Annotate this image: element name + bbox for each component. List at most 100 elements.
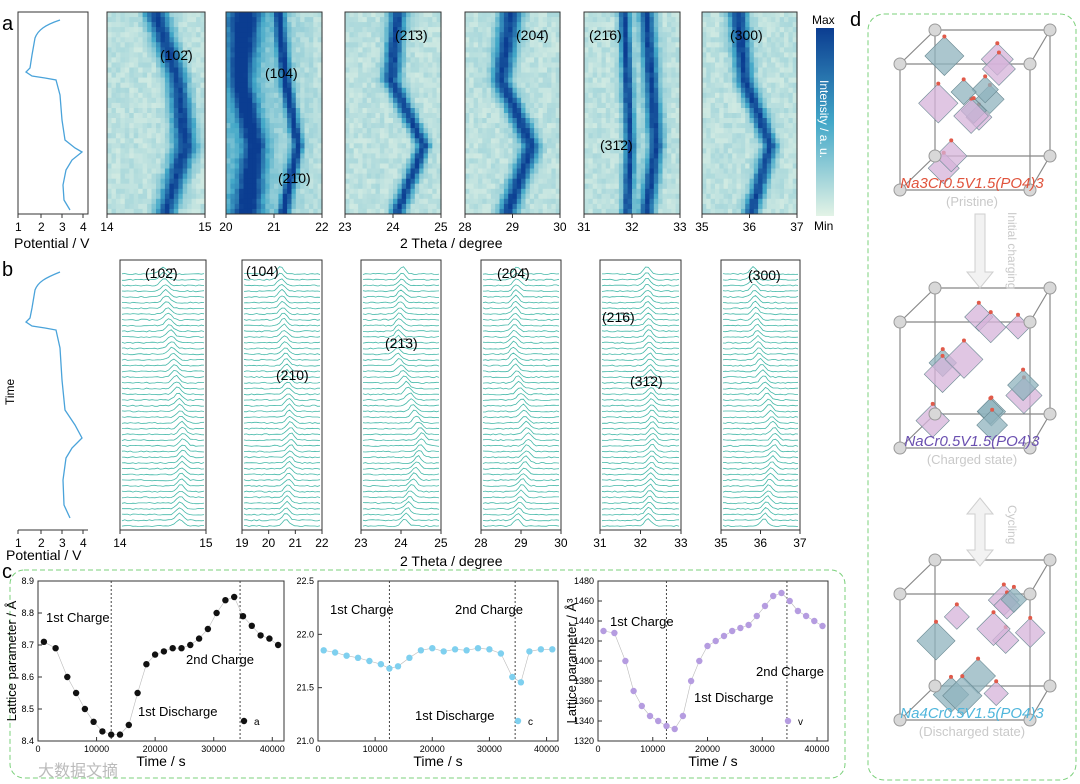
heatmap-cell	[610, 118, 616, 124]
heatmap-cell	[287, 108, 293, 114]
heatmap-cell	[317, 158, 323, 164]
heatmap-cell	[529, 158, 535, 164]
heatmap-cell	[423, 67, 429, 74]
heatmap-cell	[278, 123, 284, 129]
heatmap-cell	[666, 52, 672, 58]
heatmap-cell	[636, 178, 642, 185]
heatmap-cell	[120, 92, 126, 99]
heatmap-cell	[379, 108, 385, 114]
heatmap-cell	[291, 148, 297, 154]
heatmap-cell	[662, 138, 668, 144]
heatmap-cell	[142, 62, 148, 69]
heatmap-cell	[547, 57, 552, 63]
heatmap-cell	[410, 17, 416, 23]
heatmap-cell	[649, 168, 655, 175]
heatmap-cell	[473, 92, 479, 99]
heatmap-cell	[419, 87, 425, 94]
heatmap-cell	[371, 118, 377, 124]
heatmap-cell	[503, 208, 509, 215]
heatmap-cell	[384, 183, 390, 190]
heatmap-cell	[432, 193, 438, 200]
heatmap-cell	[196, 188, 202, 195]
heatmap-cell	[384, 118, 390, 124]
heatmap-cell	[610, 178, 616, 185]
heatmap-cell	[610, 72, 616, 79]
heatmap-cell	[588, 72, 594, 79]
heatmap-cell	[200, 203, 206, 210]
heatmap-cell	[516, 82, 522, 89]
heatmap-cell	[727, 108, 733, 114]
heatmap-cell	[397, 42, 403, 48]
heatmap-cell	[173, 173, 179, 180]
heatmap-cell	[478, 37, 483, 43]
heatmap-cell	[627, 173, 633, 180]
heatmap-cell	[300, 148, 306, 154]
heatmap-cell	[551, 82, 557, 89]
heatmap-cell	[723, 113, 729, 119]
heatmap-cell	[792, 87, 798, 94]
heatmap-cell	[147, 163, 153, 170]
heatmap-cell	[775, 17, 781, 23]
peak-label: (21̄0)	[278, 170, 311, 186]
heatmap-cell	[200, 208, 206, 215]
heatmap-cell	[490, 193, 496, 200]
heatmap-cell	[762, 42, 768, 48]
heatmap-cell	[291, 87, 297, 94]
heatmap-cell	[779, 62, 785, 69]
heatmap-cell	[187, 183, 193, 190]
heatmap-cell	[160, 57, 166, 63]
heatmap-cell	[366, 133, 372, 139]
heatmap-cell	[636, 168, 642, 175]
heatmap-cell	[436, 158, 442, 164]
heatmap-cell	[499, 37, 505, 43]
heatmap-cell	[226, 92, 231, 99]
heatmap-cell	[308, 77, 314, 84]
heatmap-cell	[295, 163, 301, 170]
heatmap-cell	[538, 62, 544, 69]
heatmap-cell	[353, 168, 359, 175]
heatmap-cell	[478, 208, 483, 215]
peak-label: (204̄)	[516, 27, 549, 43]
heatmap-cell	[234, 178, 240, 185]
heatmap-cell	[482, 123, 488, 129]
heatmap-cell	[788, 32, 794, 38]
heatmap-cell	[584, 62, 589, 69]
heatmap-cell	[732, 52, 738, 58]
heatmap-cell	[662, 77, 668, 84]
heatmap-cell	[610, 183, 616, 190]
heatmap-cell	[788, 62, 794, 69]
heatmap-cell	[287, 158, 293, 164]
heatmap-cell	[423, 32, 429, 38]
heatmap-cell	[371, 37, 377, 43]
heatmap-cell	[239, 37, 245, 43]
heatmap-cell	[788, 113, 794, 119]
heatmap-cell	[710, 123, 716, 129]
heatmap-cell	[282, 168, 288, 175]
heatmap-cell	[401, 133, 407, 139]
heatmap-cell	[753, 118, 759, 124]
heatmap-cell	[120, 163, 126, 170]
heatmap-cell	[715, 17, 720, 23]
heatmap-cell	[401, 153, 407, 159]
heatmap-cell	[187, 163, 193, 170]
heatmap-cell	[308, 17, 314, 23]
heatmap-cell	[247, 22, 253, 28]
heatmap-cell	[111, 72, 117, 79]
heatmap-cell	[124, 133, 130, 139]
heatmap-cell	[499, 128, 505, 134]
heatmap-cell	[732, 128, 738, 134]
heatmap-cell	[401, 17, 407, 23]
heatmap-cell	[632, 42, 637, 48]
heatmap-cell	[588, 22, 594, 28]
heatmap-cell	[490, 153, 496, 159]
heatmap-cell	[592, 108, 598, 114]
heatmap-cell	[142, 183, 148, 190]
heatmap-cell	[406, 118, 412, 124]
heatmap-cell	[349, 32, 355, 38]
heatmap-cell	[291, 178, 297, 185]
heatmap-cell	[349, 143, 355, 149]
heatmap-cell	[649, 17, 655, 23]
heatmap-cell	[230, 32, 236, 38]
heatmap-cell	[173, 203, 179, 210]
heatmap-cell	[300, 163, 306, 170]
